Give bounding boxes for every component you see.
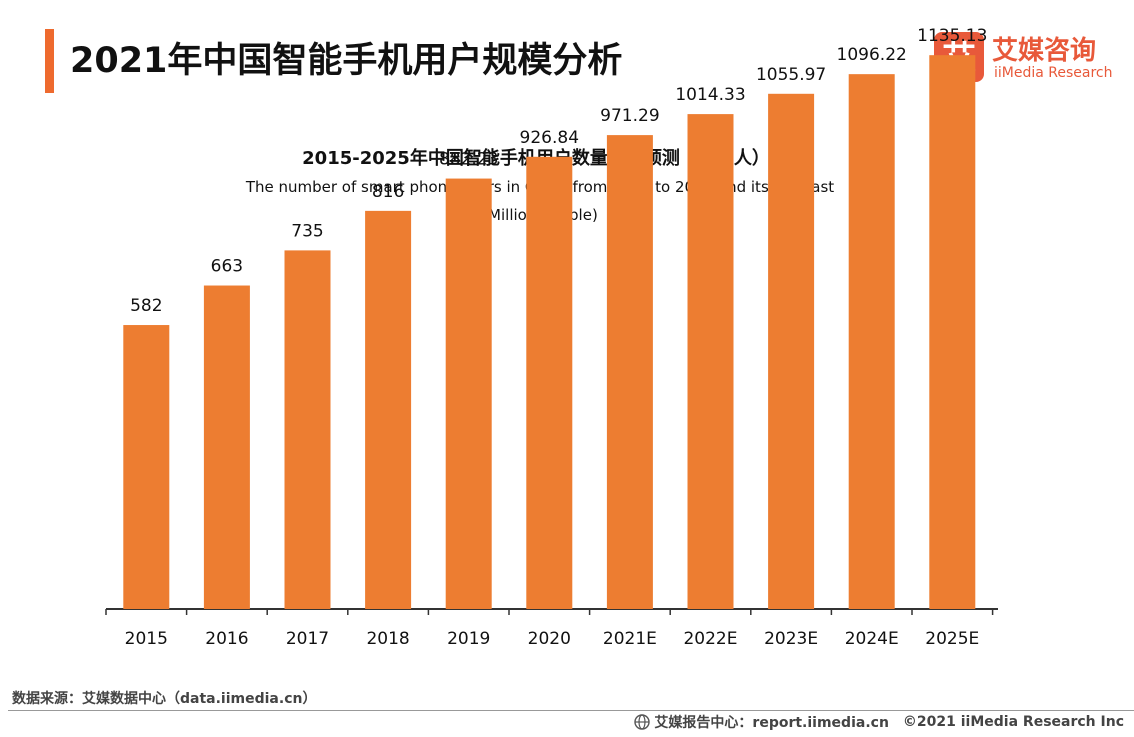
x-tick-label: 2021E xyxy=(603,629,657,649)
logo-name-cn: 艾媒咨询 xyxy=(992,36,1097,66)
report-center-link[interactable]: 艾媒报告中心：report.iimedia.cn xyxy=(654,715,889,731)
bar xyxy=(929,55,976,610)
bar-value-label: 882.23 xyxy=(439,150,498,170)
footer-divider xyxy=(8,710,1134,711)
x-tick-label: 2024E xyxy=(845,629,899,649)
bar-value-label: 735 xyxy=(291,221,323,241)
x-tick-label: 2018 xyxy=(366,629,409,649)
x-tick-label: 2020 xyxy=(528,629,571,649)
data-source-note: 数据来源：艾媒数据中心（data.iimedia.cn） xyxy=(12,691,317,707)
bar-value-label: 926.84 xyxy=(520,128,579,148)
x-tick-label: 2015 xyxy=(125,629,168,649)
title-accent-bar xyxy=(45,29,54,93)
bar xyxy=(123,325,170,609)
bar-value-label: 816 xyxy=(372,182,404,202)
x-tick-label: 2025E xyxy=(925,629,979,649)
bar-value-label: 663 xyxy=(211,257,243,277)
x-tick-label: 2023E xyxy=(764,629,818,649)
copyright-text: ©2021 iiMedia Research Inc xyxy=(902,714,1124,730)
x-tick-label: 2017 xyxy=(286,629,329,649)
bar xyxy=(687,114,734,609)
bar xyxy=(606,135,653,609)
globe-icon xyxy=(634,714,651,730)
bar-value-label: 1055.97 xyxy=(756,65,826,85)
bar xyxy=(284,250,331,609)
bar-value-label: 582 xyxy=(130,296,162,316)
page-title: 2021年中国智能手机用户规模分析 xyxy=(70,41,623,81)
x-tick-label: 2019 xyxy=(447,629,490,649)
x-tick-label: 2016 xyxy=(205,629,248,649)
bar xyxy=(445,178,492,609)
bar xyxy=(365,210,412,609)
bar-value-label: 1014.33 xyxy=(675,85,745,105)
bar-value-label: 971.29 xyxy=(600,106,659,126)
bar-value-label: 1135.13 xyxy=(917,26,987,46)
x-tick-label: 2022E xyxy=(683,629,737,649)
bar xyxy=(203,285,250,609)
bar xyxy=(768,93,815,609)
bar-value-label: 1096.22 xyxy=(837,45,907,65)
footer-credits: 艾媒报告中心：report.iimedia.cn ©2021 iiMedia R… xyxy=(634,712,1124,732)
logo-name-en: iiMedia Research xyxy=(994,65,1113,81)
bar xyxy=(526,156,573,609)
bar xyxy=(848,74,895,610)
